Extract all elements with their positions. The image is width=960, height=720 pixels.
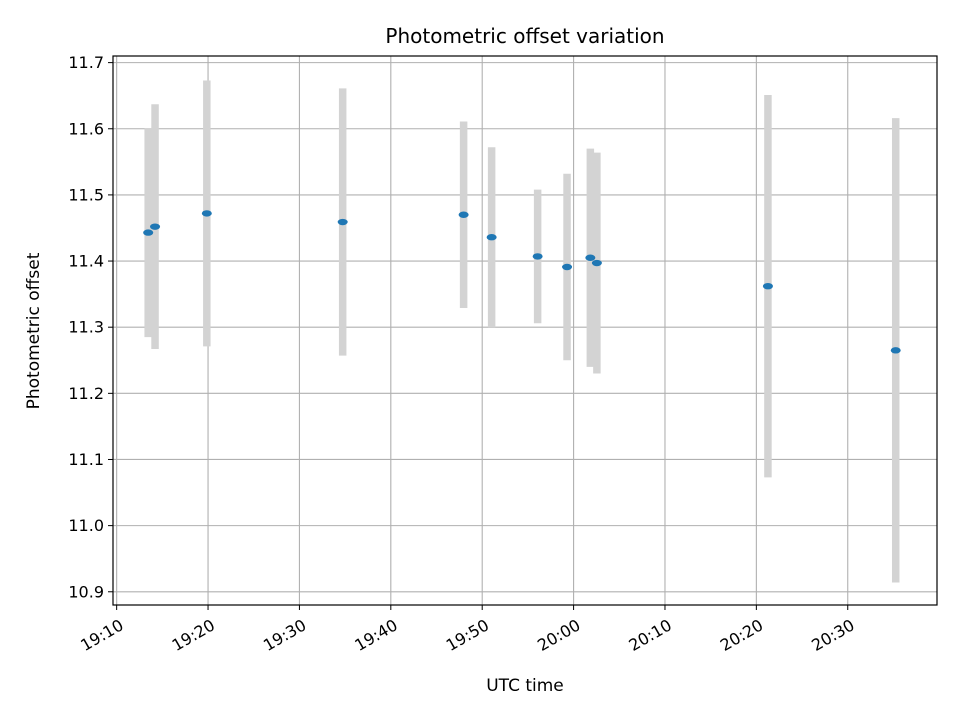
y-tick-label: 11.1 — [68, 450, 104, 469]
y-tick-label: 11.0 — [68, 516, 104, 535]
y-tick-label: 11.3 — [68, 318, 104, 337]
data-point — [591, 259, 602, 267]
grid — [113, 56, 937, 605]
data-point — [201, 210, 212, 217]
y-axis-ticks: 10.9 11.0 11.1 11.2 11.3 11.4 11.5 11.6 11.7 — [68, 53, 113, 601]
y-tick-label: 10.9 — [68, 582, 104, 601]
data-point — [762, 282, 773, 290]
data-point — [486, 234, 497, 241]
data-points — [143, 210, 901, 354]
data-point — [337, 218, 348, 226]
data-point — [458, 211, 469, 218]
data-point — [890, 347, 901, 354]
y-tick-label: 11.5 — [68, 185, 104, 204]
y-tick-label: 11.2 — [68, 384, 104, 403]
x-axis-label: UTC time — [486, 676, 564, 696]
data-point — [585, 254, 596, 261]
y-tick-label: 11.4 — [68, 252, 104, 271]
data-point — [562, 263, 573, 271]
y-tick-label: 11.7 — [68, 53, 104, 72]
y-tick-label: 11.6 — [68, 119, 104, 138]
chart-title: Photometric offset variation — [385, 24, 664, 48]
plot-frame — [112, 55, 938, 606]
data-point — [150, 223, 161, 230]
y-axis-label: Photometric offset — [24, 252, 44, 409]
data-point — [143, 229, 154, 236]
data-point — [532, 253, 543, 260]
